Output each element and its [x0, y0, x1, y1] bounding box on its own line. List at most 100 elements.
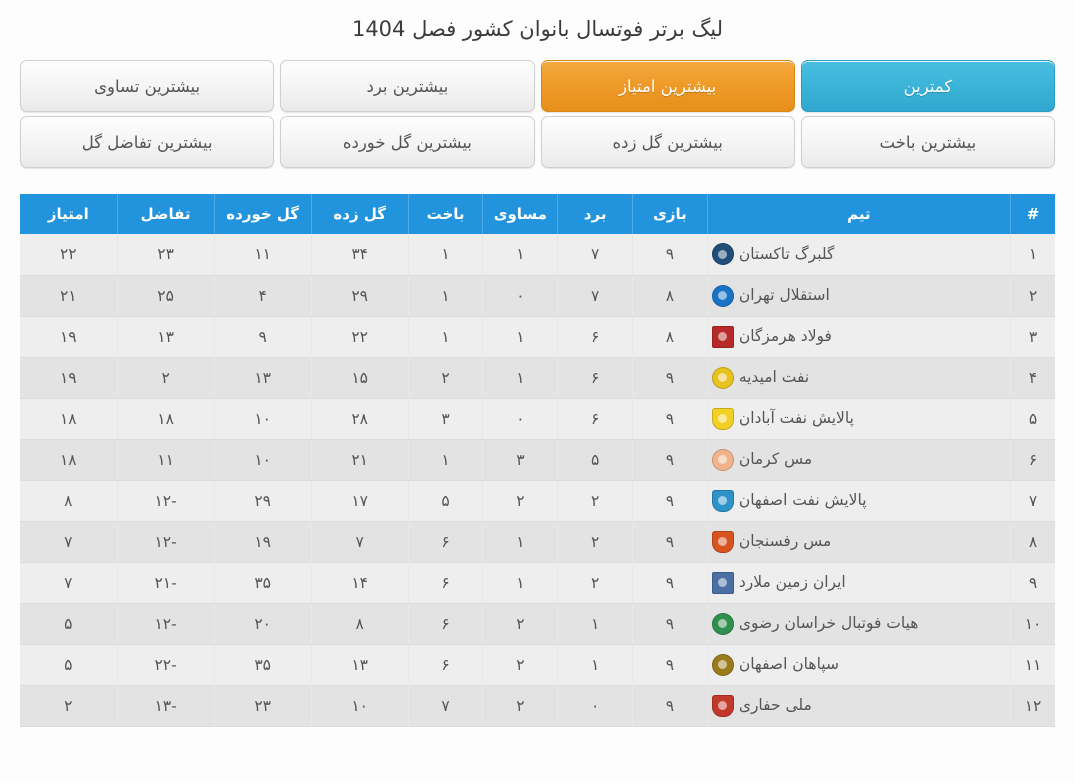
filter-button-label: بیشترین گل خورده	[342, 132, 472, 152]
team-crest-icon	[711, 448, 734, 471]
team-name: ایران زمین ملارد	[738, 572, 846, 591]
cell-drawn: ۲	[482, 603, 558, 645]
cell-gf: ۲۱	[310, 439, 409, 481]
table-row[interactable]: ۴ نفت امیدیه ۹ ۶ ۱ ۲ ۱۵ ۱۳ ۲ ۱۹	[20, 357, 1055, 399]
cell-drawn: ۱	[482, 562, 558, 604]
team-name: مس رفسنجان	[738, 531, 832, 550]
cell-points: ۱۹	[20, 357, 118, 399]
table-row[interactable]: ۱ گلبرگ تاکستان ۹ ۷ ۱ ۱ ۳۴ ۱۱ ۲۳ ۲۲	[20, 234, 1055, 276]
cell-team: گلبرگ تاکستان	[706, 234, 1011, 276]
cell-rank: ۱۰	[1010, 603, 1055, 645]
filter-button-4[interactable]: بیشترین باخت	[800, 116, 1055, 168]
page-title: لیگ برتر فوتسال بانوان کشور فصل 1404	[351, 17, 724, 41]
cell-ga: ۹	[213, 316, 312, 358]
team-crest-icon	[711, 243, 734, 266]
column-header-gf[interactable]: گل زده	[310, 194, 409, 234]
column-header-drawn[interactable]: مساوی	[482, 194, 558, 234]
cell-won: ۲	[557, 480, 633, 522]
cell-lost: ۶	[407, 644, 483, 686]
cell-ga: ۱۱	[213, 234, 312, 276]
table-row[interactable]: ۵ پالایش نفت آبادان ۹ ۶ ۰ ۳ ۲۸ ۱۰ ۱۸ ۱۸	[20, 398, 1055, 440]
cell-rank: ۸	[1010, 521, 1055, 563]
page-title-bar: لیگ برتر فوتسال بانوان کشور فصل 1404	[0, 0, 1075, 56]
table-row[interactable]: ۲ استقلال تهران ۸ ۷ ۰ ۱ ۲۹ ۴ ۲۵ ۲۱	[20, 275, 1055, 317]
cell-ga: ۳۵	[213, 644, 312, 686]
team-cell-inner: مس رفسنجان	[711, 530, 1006, 553]
cell-lost: ۱	[407, 316, 483, 358]
cell-gd: ۲	[116, 357, 215, 399]
table-row[interactable]: ۱۲ ملی حفاری ۹ ۰ ۲ ۷ ۱۰ ۲۳ -۱۳ ۲	[20, 685, 1055, 727]
column-header-won[interactable]: برد	[557, 194, 633, 234]
cell-gf: ۲۸	[310, 398, 409, 440]
table-row[interactable]: ۶ مس کرمان ۹ ۵ ۳ ۱ ۲۱ ۱۰ ۱۱ ۱۸	[20, 439, 1055, 481]
cell-drawn: ۲	[482, 480, 558, 522]
team-crest-icon	[711, 407, 734, 430]
filter-button-2[interactable]: بیشترین برد	[280, 60, 535, 112]
filter-button-7[interactable]: بیشترین تفاضل گل	[20, 116, 275, 168]
team-cell-inner: نفت امیدیه	[711, 366, 1006, 389]
cell-won: ۵	[557, 439, 633, 481]
cell-rank: ۱۱	[1010, 644, 1055, 686]
cell-played: ۸	[632, 316, 708, 358]
cell-gd: -۲۱	[116, 562, 215, 604]
table-row[interactable]: ۸ مس رفسنجان ۹ ۲ ۱ ۶ ۷ ۱۹ -۱۲ ۷	[20, 521, 1055, 563]
cell-ga: ۱۰	[213, 439, 312, 481]
cell-team: استقلال تهران	[706, 275, 1011, 317]
team-name: گلبرگ تاکستان	[738, 244, 835, 263]
cell-gf: ۱۴	[310, 562, 409, 604]
cell-team: هیات فوتبال خراسان رضوی	[706, 603, 1011, 645]
cell-played: ۹	[632, 398, 708, 440]
filter-button-label: بیشترین تساوی	[94, 76, 201, 96]
table-row[interactable]: ۱۰ هیات فوتبال خراسان رضوی ۹ ۱ ۲ ۶ ۸ ۲۰ -۱۲ ۵	[20, 603, 1055, 645]
cell-drawn: ۳	[482, 439, 558, 481]
filter-button-0[interactable]: کمترین	[800, 60, 1055, 112]
cell-rank: ۴	[1010, 357, 1055, 399]
cell-points: ۱۹	[20, 316, 118, 358]
column-header-played[interactable]: بازی	[632, 194, 708, 234]
column-header-points[interactable]: امتیاز	[20, 194, 118, 234]
table-row[interactable]: ۹ ایران زمین ملارد ۹ ۲ ۱ ۶ ۱۴ ۳۵ -۲۱ ۷	[20, 562, 1055, 604]
filter-button-1[interactable]: بیشترین امتیاز	[540, 60, 795, 112]
cell-lost: ۶	[407, 521, 483, 563]
cell-lost: ۶	[407, 603, 483, 645]
cell-lost: ۱	[407, 439, 483, 481]
team-name: استقلال تهران	[738, 285, 830, 304]
cell-points: ۲۲	[20, 234, 118, 276]
cell-gd: ۱۳	[116, 316, 215, 358]
filter-button-6[interactable]: بیشترین گل خورده	[280, 116, 535, 168]
table-row[interactable]: ۱۱ سپاهان اصفهان ۹ ۱ ۲ ۶ ۱۳ ۳۵ -۲۲ ۵	[20, 644, 1055, 686]
column-header-ga[interactable]: گل خورده	[213, 194, 312, 234]
cell-points: ۵	[20, 603, 118, 645]
cell-gd: ۲۵	[116, 275, 215, 317]
table-row[interactable]: ۷ پالایش نفت اصفهان ۹ ۲ ۲ ۵ ۱۷ ۲۹ -۱۲ ۸	[20, 480, 1055, 522]
column-header-gd[interactable]: تفاضل	[116, 194, 215, 234]
cell-ga: ۲۳	[213, 685, 312, 727]
team-name: فولاد هرمزگان	[738, 326, 832, 345]
team-name: ملی حفاری	[738, 695, 812, 714]
cell-rank: ۵	[1010, 398, 1055, 440]
team-name: مس کرمان	[738, 449, 813, 468]
cell-rank: ۹	[1010, 562, 1055, 604]
team-cell-inner: گلبرگ تاکستان	[711, 243, 1006, 266]
cell-team: پالایش نفت اصفهان	[706, 480, 1011, 522]
cell-played: ۹	[632, 644, 708, 686]
cell-points: ۱۸	[20, 439, 118, 481]
filter-button-label: بیشترین گل زده	[612, 132, 723, 152]
team-name: هیات فوتبال خراسان رضوی	[738, 613, 919, 632]
cell-drawn: ۱	[482, 521, 558, 563]
column-header-rank[interactable]: #	[1010, 194, 1055, 234]
filter-button-5[interactable]: بیشترین گل زده	[540, 116, 795, 168]
cell-gd: -۱۳	[116, 685, 215, 727]
table-row[interactable]: ۳ فولاد هرمزگان ۸ ۶ ۱ ۱ ۲۲ ۹ ۱۳ ۱۹	[20, 316, 1055, 358]
filter-button-3[interactable]: بیشترین تساوی	[20, 60, 275, 112]
cell-lost: ۵	[407, 480, 483, 522]
column-header-lost[interactable]: باخت	[407, 194, 483, 234]
cell-lost: ۱	[407, 275, 483, 317]
team-cell-inner: ایران زمین ملارد	[711, 571, 1006, 594]
column-header-team[interactable]: تیم	[706, 194, 1011, 234]
team-crest-icon	[711, 694, 734, 717]
cell-won: ۶	[557, 398, 633, 440]
cell-played: ۹	[632, 234, 708, 276]
team-cell-inner: هیات فوتبال خراسان رضوی	[711, 612, 1006, 635]
